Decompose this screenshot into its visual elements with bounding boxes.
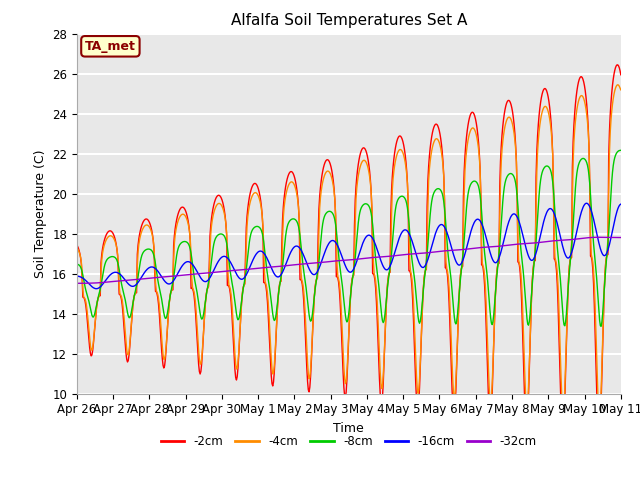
-2cm: [139, 220, 147, 226]
-32cm: [223, 268, 230, 274]
-32cm: [595, 234, 603, 240]
-4cm: [73, 245, 81, 251]
-16cm: [73, 273, 81, 279]
-4cm: [223, 230, 230, 236]
-2cm: [83, 310, 90, 316]
Line: -32cm: -32cm: [77, 237, 621, 283]
-4cm: [415, 387, 422, 393]
-4cm: [139, 226, 147, 232]
-4cm: [617, 87, 625, 93]
Y-axis label: Soil Temperature (C): Soil Temperature (C): [33, 149, 47, 278]
-2cm: [613, 62, 621, 68]
-16cm: [140, 271, 147, 277]
-2cm: [431, 122, 438, 128]
-8cm: [194, 294, 202, 300]
-16cm: [416, 261, 424, 267]
-32cm: [83, 280, 90, 286]
-4cm: [83, 304, 90, 310]
Line: -8cm: -8cm: [77, 150, 621, 326]
Text: TA_met: TA_met: [85, 40, 136, 53]
-8cm: [431, 189, 438, 194]
-2cm: [595, 437, 603, 443]
-4cm: [194, 336, 202, 342]
-2cm: [415, 399, 422, 405]
-16cm: [195, 272, 202, 277]
Line: -2cm: -2cm: [77, 65, 621, 440]
-2cm: [223, 232, 230, 238]
-32cm: [415, 251, 422, 256]
-16cm: [83, 278, 90, 284]
-16cm: [431, 231, 439, 237]
-32cm: [73, 280, 81, 286]
-2cm: [194, 350, 202, 356]
-16cm: [93, 286, 100, 291]
X-axis label: Time: Time: [333, 422, 364, 435]
-8cm: [597, 324, 605, 329]
-32cm: [617, 235, 625, 240]
Line: -4cm: -4cm: [77, 85, 621, 417]
-4cm: [431, 137, 438, 143]
-16cm: [617, 201, 625, 207]
Legend: -2cm, -4cm, -8cm, -16cm, -32cm: -2cm, -4cm, -8cm, -16cm, -32cm: [156, 430, 541, 453]
-2cm: [73, 242, 81, 248]
Line: -16cm: -16cm: [77, 203, 621, 288]
-32cm: [431, 249, 438, 255]
Title: Alfalfa Soil Temperatures Set A: Alfalfa Soil Temperatures Set A: [230, 13, 467, 28]
-2cm: [617, 72, 625, 78]
-32cm: [139, 276, 147, 282]
-4cm: [614, 82, 621, 88]
-8cm: [139, 251, 147, 256]
-16cm: [583, 200, 591, 206]
-8cm: [73, 261, 81, 267]
-8cm: [223, 240, 230, 246]
-16cm: [223, 255, 231, 261]
-32cm: [194, 271, 202, 276]
-4cm: [596, 414, 604, 420]
-8cm: [617, 147, 625, 153]
-8cm: [415, 319, 422, 324]
-8cm: [83, 290, 90, 296]
